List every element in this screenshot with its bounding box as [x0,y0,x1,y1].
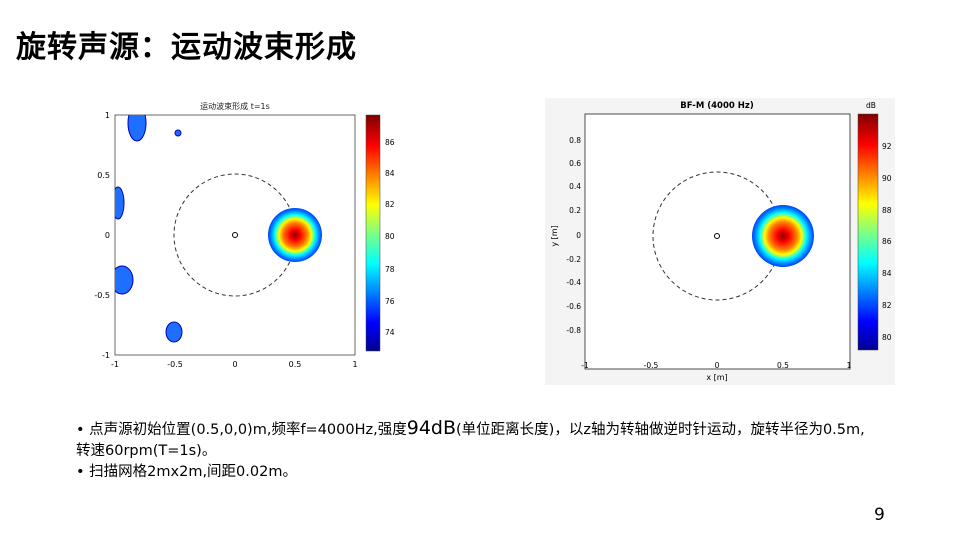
colorbar-tick: 82 [385,200,395,209]
y-tick: -0.6 [566,302,581,311]
x-tick: 0 [232,360,237,369]
colorbar-tick: 88 [882,206,892,215]
right-figure-title: BF-M (4000 Hz) [680,101,754,111]
colorbar-tick: 80 [385,232,395,241]
bullet-1-pre: 点声源初始位置(0.5,0,0)m,频率f=4000Hz,强度 [89,422,407,438]
right-colorbar [857,113,879,351]
bullet-1: • 点声源初始位置(0.5,0,0)m,频率f=4000Hz,强度94dB(单位… [76,417,865,460]
right-beamforming-figure: BF-M (4000 Hz) dB 0.8 0.6 0.4 0.2 0 -0.2… [545,98,895,385]
x-tick: 0 [715,361,720,370]
bullet-1-emphasis: 94dB [406,417,457,439]
sidelobe-blob [115,186,125,220]
y-tick: 0.4 [569,182,581,191]
x-tick: -0.5 [644,361,659,370]
colorbar-tick: 80 [882,333,892,342]
x-tick: 1 [847,361,852,370]
y-tick: 0.5 [97,171,110,180]
colorbar-tick: 82 [882,301,892,310]
y-tick: 0.2 [569,206,581,215]
colorbar-tick: 86 [882,237,892,246]
colorbar-tick: 78 [385,265,395,274]
y-tick: 1 [105,111,110,120]
x-tick: -0.5 [167,360,183,369]
bullet-2: • 扫描网格2mx2m,间距0.02m。 [76,464,297,480]
x-tick: 0.5 [777,361,789,370]
page-number: 9 [874,505,885,525]
bullet-list: • 点声源初始位置(0.5,0,0)m,频率f=4000Hz,强度94dB(单位… [76,418,876,483]
y-tick: 0.6 [569,159,581,168]
sidelobe-blob [115,265,134,295]
y-tick: -0.8 [566,326,581,335]
sidelobe-blob [127,115,147,142]
left-colorbar [365,114,381,352]
y-tick: -0.4 [566,278,581,287]
left-beamforming-figure: 运动波束形成 t=1s -1 -0.5 0 0.5 1 1 0.5 0 -0.5… [94,101,395,369]
x-tick: -1 [111,360,119,369]
colorbar-tick: 92 [882,142,892,151]
left-figure-title: 运动波束形成 t=1s [200,101,270,111]
x-tick: 0.5 [289,360,302,369]
rotation-center-marker [232,232,238,238]
y-axis-label: y [m] [550,225,559,246]
source-main-lobe [268,208,322,262]
x-tick: 1 [352,360,357,369]
sidelobe-blob [165,321,183,343]
y-tick: -0.5 [94,291,110,300]
y-tick: -1 [102,351,110,360]
source-main-lobe [752,205,814,267]
colorbar-tick: 84 [385,169,395,178]
bullet-1-post: (单位距离长度)，以z轴为转轴做逆时针运动，旋转半径为0.5m,转速60rpm(… [76,422,865,459]
sidelobe-blob [174,129,182,137]
colorbar-tick: 84 [882,269,892,278]
bullet-2-text: 扫描网格2mx2m,间距0.02m。 [89,464,297,480]
rotation-center-marker [714,233,720,239]
colorbar-tick: 74 [385,328,395,337]
slide-title: 旋转声源：运动波束形成 [16,30,357,65]
colorbar-unit: dB [866,101,876,110]
colorbar-tick: 76 [385,297,395,306]
y-tick: 0 [105,231,110,240]
colorbar-tick: 86 [385,138,395,147]
y-tick: 0 [576,231,581,240]
y-tick: 0.8 [569,136,581,145]
x-axis-label: x [m] [706,373,727,382]
x-tick: -1 [581,361,589,370]
y-tick: -0.2 [566,255,581,264]
colorbar-tick: 90 [882,174,892,183]
